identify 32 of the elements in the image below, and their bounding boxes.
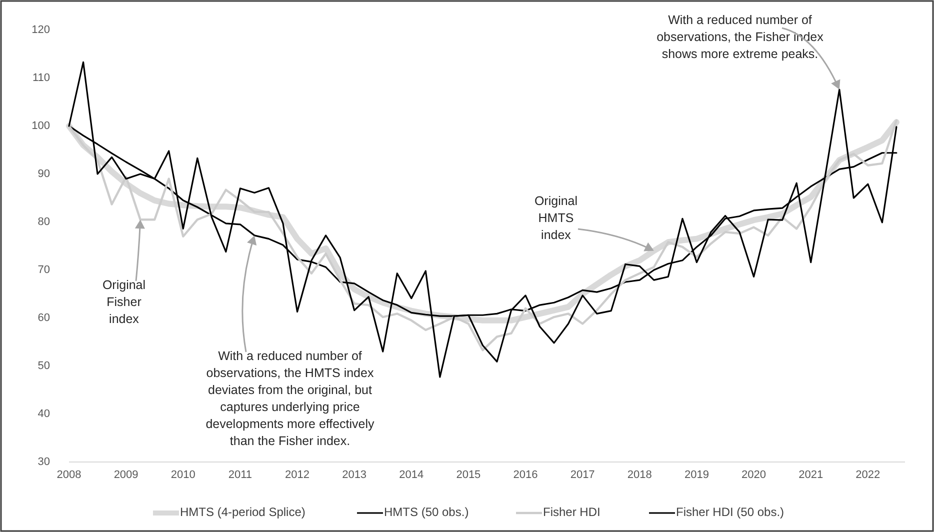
x-tick-label: 2020 <box>742 469 766 481</box>
y-tick-label: 30 <box>38 456 50 468</box>
x-tick-label: 2012 <box>285 469 310 481</box>
x-tick-label: 2019 <box>684 469 709 481</box>
x-tick-label: 2017 <box>570 469 595 481</box>
y-tick-label: 80 <box>38 216 50 228</box>
x-tick-label: 2021 <box>798 469 824 481</box>
y-tick-label: 70 <box>38 264 50 276</box>
annotation: Original Fisher index <box>102 278 146 326</box>
x-tick-label: 2022 <box>856 469 880 481</box>
x-tick-label: 2016 <box>513 469 538 481</box>
x-tick-label: 2011 <box>228 469 252 481</box>
x-tick-label: 2018 <box>627 469 652 481</box>
y-tick-label: 50 <box>38 360 50 372</box>
y-tick-label: 120 <box>32 24 50 36</box>
y-tick-label: 60 <box>38 312 50 324</box>
y-tick-label: 100 <box>32 120 50 132</box>
x-tick-label: 2014 <box>399 469 424 481</box>
x-tick-label: 2015 <box>456 469 481 481</box>
y-tick-label: 40 <box>38 408 50 420</box>
x-tick-label: 2008 <box>56 469 82 481</box>
legend-label: HMTS (4-period Splice) <box>180 505 306 520</box>
x-tick-label: 2010 <box>170 469 196 481</box>
y-tick-label: 90 <box>38 168 50 180</box>
annotation: Original HMTS index <box>534 194 578 242</box>
annotation: With a reduced number of observations, the HMTS index deviates from the original, but captures underlying price developments more effectively than the Fisher index. <box>206 349 376 448</box>
legend-label: HMTS (50 obs.) <box>384 505 469 520</box>
legend-label: Fisher HDI (50 obs.) <box>676 505 784 520</box>
x-tick-label: 2013 <box>342 469 367 481</box>
legend-label: Fisher HDI <box>543 505 600 520</box>
y-tick-label: 110 <box>32 72 50 84</box>
x-tick-label: 2009 <box>114 469 138 481</box>
